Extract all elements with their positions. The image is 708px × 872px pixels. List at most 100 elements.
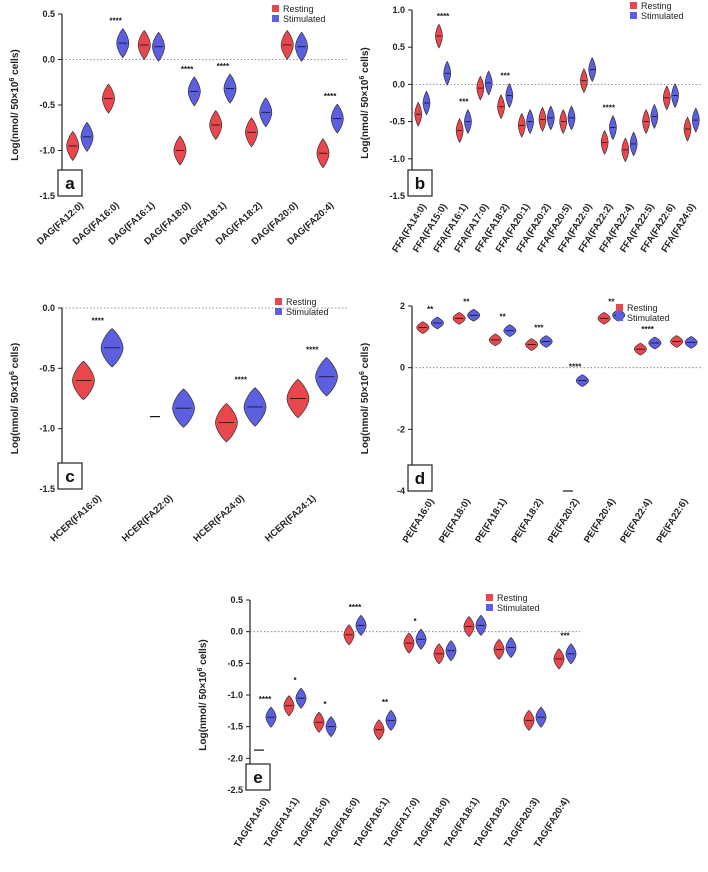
significance-label: **: [382, 698, 389, 707]
significance-label: ***: [501, 72, 511, 81]
chart-panel-d: 2 0 -2 -4 Log(nmol/ 50×106 cells) ** PE(FA16:0…: [354, 292, 708, 582]
panel-letter-box: [57, 462, 83, 490]
y-tick-label: 0: [400, 363, 405, 373]
chart-panel-e: 0.5 0.0 -0.5 -1.0 -1.5 -2.0 -2.5 Log(nmol/ 50×1…: [190, 584, 590, 872]
legend-swatch-stimulated: [616, 314, 623, 321]
y-tick-label: 0.0: [42, 303, 55, 313]
y-tick-label: -1.5: [227, 722, 243, 732]
chart-svg-c: 0.0 -0.5 -1.0 -1.5 Log(nmol/ 50×106 cells) **…: [9, 297, 348, 544]
panel-letter-box: [407, 464, 433, 492]
x-category-label: PE(FA16:0): [401, 497, 437, 545]
significance-label: **: [608, 297, 615, 306]
significance-label: ***: [534, 323, 544, 332]
x-category-label: HCER(FA22:0): [120, 493, 175, 544]
x-category-label: PE(FA18:0): [437, 497, 473, 545]
legend-label-resting: Resting: [283, 4, 314, 14]
y-tick-label: 0.5: [230, 595, 243, 605]
significance-label: ****: [324, 92, 337, 101]
significance-label: ****: [306, 345, 319, 354]
x-category-label: PE(FA18:2): [510, 497, 546, 545]
significance-label: ***: [459, 98, 469, 107]
y-tick-label: -0.5: [39, 100, 55, 110]
significance-label: ****: [641, 325, 654, 334]
y-tick-label: -2.0: [227, 753, 243, 763]
significance-label: ****: [437, 12, 450, 21]
y-axis-label: Log(nmol/ 50×106 cells): [9, 343, 21, 454]
legend-swatch-stimulated: [272, 15, 279, 22]
significance-label: *: [293, 676, 297, 685]
y-tick-label: -0.5: [389, 117, 405, 127]
y-tick-label: -1.5: [389, 191, 405, 201]
legend-swatch-resting: [486, 594, 493, 601]
y-tick-label: 2: [400, 301, 405, 311]
legend-label-stimulated: Stimulated: [497, 603, 540, 613]
legend-swatch-resting: [272, 5, 279, 12]
significance-label: ****: [181, 65, 194, 74]
panel-letter: b: [415, 174, 425, 193]
legend-swatch-resting: [275, 298, 282, 305]
significance-label: **: [500, 313, 507, 322]
legend-swatch-stimulated: [486, 604, 493, 611]
y-tick-label: 0.0: [230, 627, 243, 637]
significance-label: *: [413, 617, 417, 626]
legend-label-stimulated: Stimulated: [627, 313, 670, 323]
chart-svg-e: 0.5 0.0 -0.5 -1.0 -1.5 -2.0 -2.5 Log(nmol/ 50×1…: [197, 593, 580, 850]
legend-label-resting: Resting: [497, 593, 528, 603]
panel-letter: d: [415, 469, 425, 488]
chart-svg-a: 0.5 0.0 -0.5 -1.0 -1.5 Log(nmol/ 50×106 cells…: [9, 4, 348, 247]
chart-panel-b: 1.0 0.5 0.0 -0.5 -1.0 -1.5 Log(nmol/ 50×106 ce…: [354, 0, 708, 290]
significance-label: ****: [109, 17, 122, 26]
y-axis-label: Log(nmol/ 50×106 cells): [359, 47, 371, 158]
panel-letter-box: [245, 763, 271, 791]
y-tick-label: -2: [397, 424, 405, 434]
y-tick-label: 0.5: [392, 42, 405, 52]
y-tick-label: -2.5: [227, 785, 243, 795]
panel-letter-box: [57, 169, 83, 197]
significance-label: ***: [560, 632, 570, 641]
significance-label: ****: [569, 363, 582, 372]
legend-label-resting: Resting: [286, 297, 317, 307]
x-category-label: HCER(FA24:0): [192, 493, 247, 544]
legend-swatch-stimulated: [630, 12, 637, 19]
y-axis-label: Log(nmol/ 50×106 cells): [9, 49, 21, 160]
significance-label: **: [427, 305, 434, 314]
legend-label-stimulated: Stimulated: [283, 14, 326, 24]
y-tick-label: -1.0: [227, 690, 243, 700]
chart-panel-a: 0.5 0.0 -0.5 -1.0 -1.5 Log(nmol/ 50×106 cells…: [0, 0, 354, 290]
y-tick-label: -1.5: [39, 484, 55, 494]
x-category-label: PE(FA18:1): [473, 497, 509, 545]
y-tick-label: 0.0: [392, 79, 405, 89]
y-tick-label: 0.5: [42, 9, 55, 19]
y-tick-label: -0.5: [227, 658, 243, 668]
legend-swatch-resting: [616, 304, 623, 311]
chart-panel-c: 0.0 -0.5 -1.0 -1.5 Log(nmol/ 50×106 cells) **…: [0, 292, 354, 582]
y-tick-label: 0.0: [42, 55, 55, 65]
legend-swatch-stimulated: [275, 308, 282, 315]
x-category-label: PE(FA20:2): [546, 497, 582, 545]
significance-label: **: [463, 297, 470, 306]
panel-letter: a: [65, 174, 75, 193]
y-tick-label: -1.5: [39, 191, 55, 201]
legend-label-stimulated: Stimulated: [286, 307, 329, 317]
y-tick-label: 1.0: [392, 5, 405, 15]
panel-letter-box: [407, 169, 433, 197]
significance-label: ****: [217, 62, 230, 71]
x-category-label: PE(FA22:6): [655, 497, 691, 545]
legend-label-resting: Resting: [627, 303, 658, 313]
y-tick-label: -1.0: [389, 154, 405, 164]
panel-letter: c: [65, 467, 74, 486]
y-tick-label: -1.0: [39, 424, 55, 434]
significance-label: ****: [349, 603, 362, 612]
y-tick-label: -4: [397, 486, 405, 496]
chart-svg-b: 1.0 0.5 0.0 -0.5 -1.0 -1.5 Log(nmol/ 50×106 ce…: [359, 1, 702, 255]
x-category-label: HCER(FA16:0): [49, 493, 104, 544]
legend-label-resting: Resting: [641, 1, 672, 11]
significance-label: *: [323, 700, 327, 709]
panel-letter: e: [253, 768, 262, 787]
y-axis-label: Log(nmol/ 50×106 cells): [197, 639, 209, 750]
y-tick-label: -1.0: [39, 146, 55, 156]
significance-label: ****: [259, 695, 272, 704]
significance-label: ****: [603, 104, 616, 113]
y-axis-label: Log(nmol/ 50×106 cells): [359, 343, 371, 454]
x-category-label: PE(FA22:4): [618, 497, 654, 545]
